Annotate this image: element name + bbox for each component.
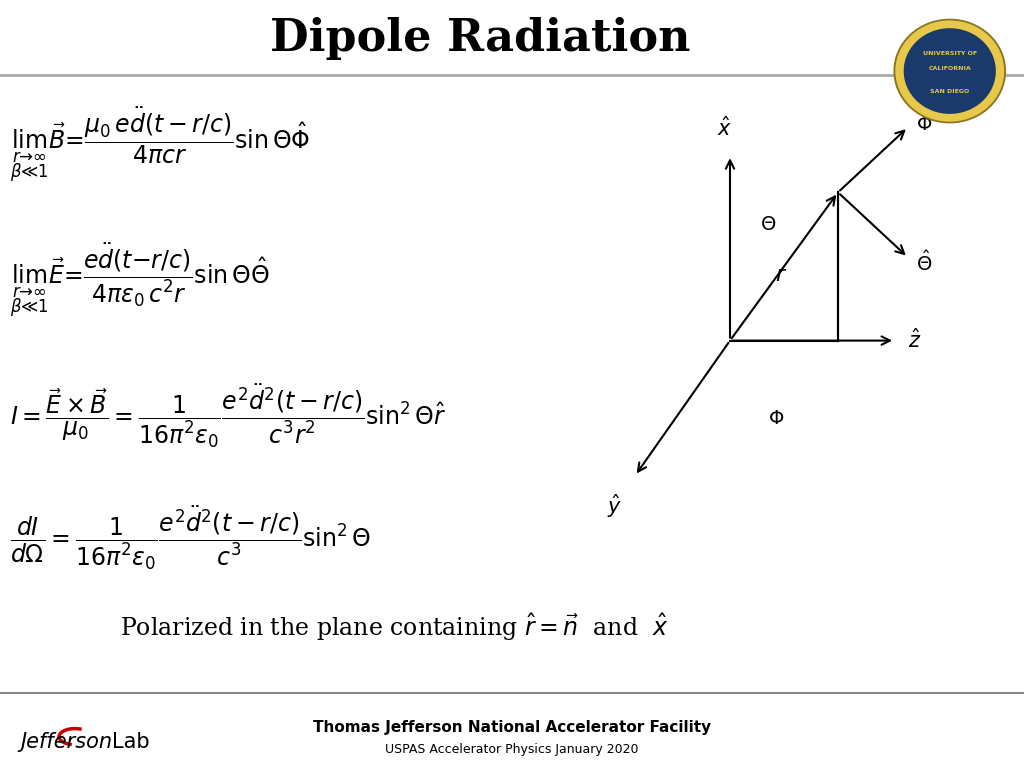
Text: Polarized in the plane containing $\hat{r} = \vec{n}$  and  $\hat{x}$: Polarized in the plane containing $\hat{… — [120, 611, 669, 643]
Text: $\Theta$: $\Theta$ — [760, 217, 776, 234]
Text: CALIFORNIA: CALIFORNIA — [929, 65, 971, 71]
Text: $\hat{\Phi}$: $\hat{\Phi}$ — [916, 110, 932, 134]
Text: SAN DIEGO: SAN DIEGO — [930, 89, 970, 94]
Text: $\hat{y}$: $\hat{y}$ — [607, 493, 622, 521]
Text: $\hat{\Theta}$: $\hat{\Theta}$ — [916, 250, 932, 275]
Text: $\lim_{\substack{r\to\infty \\ \beta\ll 1}} \vec{B} = \dfrac{\mu_0 e\ddot{d}\lef: $\lim_{\substack{r\to\infty \\ \beta\ll … — [10, 105, 310, 185]
Text: UNIVERSITY OF: UNIVERSITY OF — [923, 51, 977, 56]
Text: USPAS Accelerator Physics January 2020: USPAS Accelerator Physics January 2020 — [385, 743, 639, 756]
Circle shape — [895, 21, 1005, 121]
Text: Lab: Lab — [112, 732, 150, 752]
Text: Thomas Jefferson National Accelerator Facility: Thomas Jefferson National Accelerator Fa… — [313, 720, 711, 735]
Circle shape — [893, 18, 1006, 124]
Text: $\dfrac{dI}{d\Omega} = \dfrac{1}{16\pi^2\varepsilon_0} \dfrac{e^2\ddot{d}^2\left: $\dfrac{dI}{d\Omega} = \dfrac{1}{16\pi^2… — [10, 504, 371, 572]
Text: $I = \dfrac{\vec{E}\times\vec{B}}{\mu_0} = \dfrac{1}{16\pi^2\varepsilon_0} \dfra: $I = \dfrac{\vec{E}\times\vec{B}}{\mu_0}… — [10, 382, 446, 449]
Circle shape — [903, 28, 996, 114]
Text: $r$: $r$ — [775, 264, 787, 286]
Text: $\hat{x}$: $\hat{x}$ — [718, 117, 732, 141]
Text: $\hat{z}$: $\hat{z}$ — [908, 329, 922, 353]
Text: $\lim_{\substack{r\to\infty \\ \beta\ll 1}} \vec{E} = \dfrac{e\ddot{d}\left(t - : $\lim_{\substack{r\to\infty \\ \beta\ll … — [10, 241, 269, 319]
Text: $\Phi$: $\Phi$ — [768, 409, 784, 428]
Text: Jefferson: Jefferson — [20, 732, 112, 752]
Text: Dipole Radiation: Dipole Radiation — [269, 17, 690, 60]
